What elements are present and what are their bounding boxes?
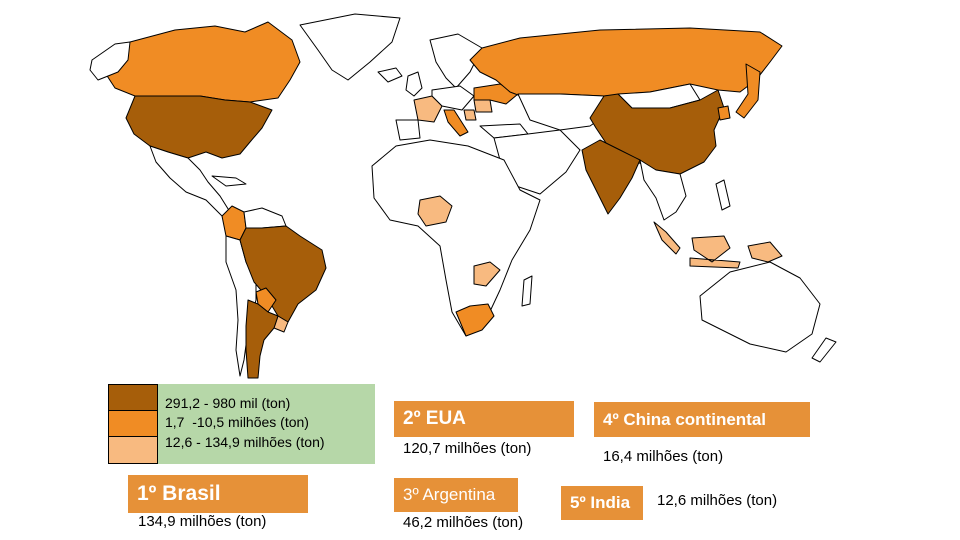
rank-2-label: 2º EUA xyxy=(394,401,574,437)
region-venezuela xyxy=(243,207,287,229)
region-indonesia xyxy=(653,221,741,269)
region-madagascar xyxy=(521,275,533,307)
region-uk xyxy=(405,71,423,97)
region-iceland xyxy=(377,67,403,83)
rank-1-amount: 134,9 milhões (ton) xyxy=(138,513,267,530)
region-greenland xyxy=(299,13,401,81)
region-usa xyxy=(125,95,273,159)
region-papua-new-guinea xyxy=(747,241,783,263)
region-new-zealand xyxy=(811,337,837,363)
region-zambia xyxy=(473,261,501,287)
region-canada xyxy=(97,21,301,103)
rank-5-amount: 12,6 milhões (ton) xyxy=(657,492,778,509)
region-philippines xyxy=(715,179,731,211)
region-serbia xyxy=(463,109,477,121)
rank-3-amount: 46,2 milhões (ton) xyxy=(403,514,524,531)
world-map xyxy=(89,13,837,379)
region-nigeria xyxy=(417,195,453,227)
rank-4-label: 4º China continental xyxy=(594,402,810,437)
region-alaska xyxy=(89,41,131,81)
region-france xyxy=(413,95,443,123)
region-africa xyxy=(371,139,541,337)
rank-4-amount: 16,4 milhões (ton) xyxy=(603,448,724,465)
region-india xyxy=(581,139,641,215)
region-scandinavia xyxy=(429,33,483,89)
region-australia xyxy=(699,261,821,353)
legend-swatch-high xyxy=(108,384,158,411)
legend-swatch-low xyxy=(108,436,158,464)
region-romania xyxy=(473,99,493,113)
legend-label-mid: 1,7 -10,5 milhões (ton) xyxy=(165,414,309,430)
region-brazil xyxy=(239,225,327,323)
region-caribbean xyxy=(211,175,247,187)
rank-5-label: 5º India xyxy=(561,486,643,520)
region-southeast-asia xyxy=(639,159,687,221)
legend-swatch-mid xyxy=(108,410,158,437)
region-south-africa xyxy=(455,303,495,337)
region-iberia xyxy=(395,119,421,141)
legend-label-high: 291,2 - 980 mil (ton) xyxy=(165,395,291,411)
region-central-europe xyxy=(431,85,475,111)
rank-1-label: 1º Brasil xyxy=(128,475,308,513)
legend-label-low: 12,6 - 134,9 milhões (ton) xyxy=(165,434,325,450)
region-north-korea xyxy=(717,105,731,121)
region-japan xyxy=(735,63,761,119)
region-argentina xyxy=(245,299,279,379)
rank-3-label: 3º Argentina xyxy=(394,478,518,512)
region-russia xyxy=(469,27,783,99)
rank-2-amount: 120,7 milhões (ton) xyxy=(403,440,532,457)
region-italy xyxy=(443,109,469,137)
legend: 291,2 - 980 mil (ton) 1,7 -10,5 milhões … xyxy=(108,384,375,464)
